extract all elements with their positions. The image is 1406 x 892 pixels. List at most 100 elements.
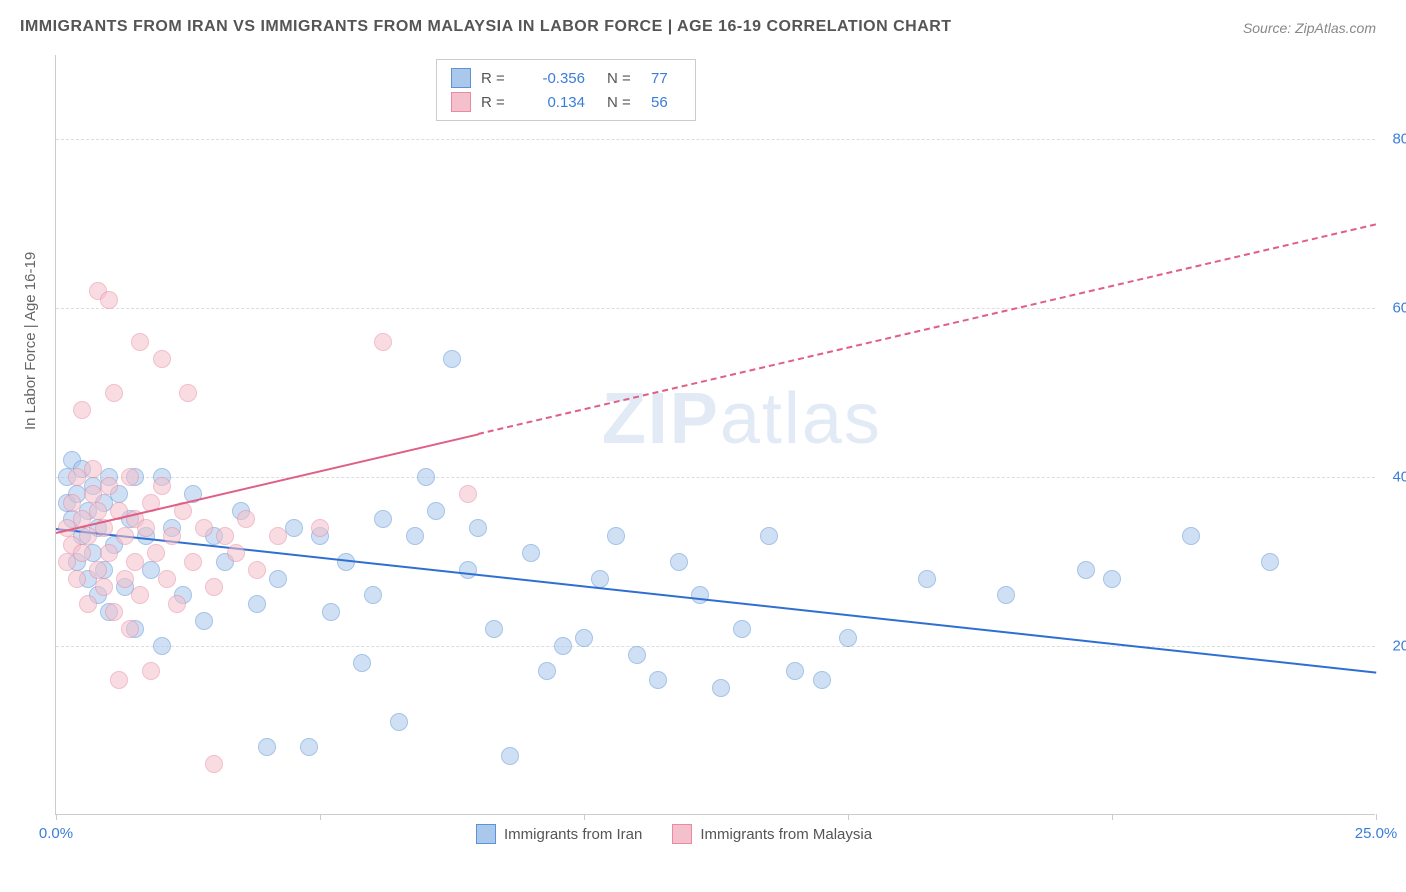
legend-item: Immigrants from Malaysia [672, 824, 872, 844]
stat-label: N = [607, 70, 641, 87]
data-point [813, 671, 831, 689]
data-point [100, 477, 118, 495]
x-tick [320, 814, 321, 820]
data-point [205, 578, 223, 596]
data-point [163, 527, 181, 545]
data-point [205, 755, 223, 773]
data-point [168, 595, 186, 613]
data-point [353, 654, 371, 672]
watermark: ZIPatlas [602, 378, 882, 460]
x-tick [1112, 814, 1113, 820]
data-point [839, 629, 857, 647]
data-point [459, 561, 477, 579]
data-point [116, 570, 134, 588]
data-point [311, 519, 329, 537]
gridline [56, 646, 1375, 647]
y-axis-label: In Labor Force | Age 16-19 [22, 252, 39, 430]
y-tick-label: 40.0% [1392, 469, 1406, 486]
data-point [153, 477, 171, 495]
source-attribution: Source: ZipAtlas.com [1243, 20, 1376, 36]
data-point [427, 502, 445, 520]
legend-row: R = -0.356 N = 77 [451, 66, 681, 90]
trend-line-extrapolated [478, 224, 1376, 436]
correlation-legend: R =-0.356N =77R =0.134N =56 [436, 59, 696, 121]
data-point [691, 586, 709, 604]
r-value: -0.356 [525, 70, 585, 87]
data-point [84, 460, 102, 478]
data-point [237, 510, 255, 528]
data-point [443, 350, 461, 368]
data-point [406, 527, 424, 545]
legend-label: Immigrants from Malaysia [700, 826, 872, 843]
data-point [131, 333, 149, 351]
data-point [179, 384, 197, 402]
y-tick-label: 60.0% [1392, 300, 1406, 317]
data-point [116, 527, 134, 545]
data-point [1182, 527, 1200, 545]
data-point [79, 595, 97, 613]
data-point [131, 586, 149, 604]
data-point [121, 620, 139, 638]
data-point [670, 553, 688, 571]
x-tick-label: 0.0% [39, 825, 73, 842]
x-tick [848, 814, 849, 820]
data-point [712, 679, 730, 697]
data-point [105, 603, 123, 621]
data-point [469, 519, 487, 537]
legend-item: Immigrants from Iran [476, 824, 642, 844]
x-tick [1376, 814, 1377, 820]
r-value: 0.134 [525, 94, 585, 111]
data-point [195, 519, 213, 537]
legend-label: Immigrants from Iran [504, 826, 642, 843]
chart-title: IMMIGRANTS FROM IRAN VS IMMIGRANTS FROM … [20, 18, 952, 36]
data-point [137, 519, 155, 537]
data-point [227, 544, 245, 562]
data-point [417, 468, 435, 486]
data-point [300, 738, 318, 756]
data-point [607, 527, 625, 545]
data-point [628, 646, 646, 664]
data-point [63, 494, 81, 512]
data-point [997, 586, 1015, 604]
x-tick-label: 25.0% [1355, 825, 1398, 842]
data-point [147, 544, 165, 562]
data-point [153, 637, 171, 655]
data-point [142, 662, 160, 680]
data-point [501, 747, 519, 765]
data-point [760, 527, 778, 545]
data-point [1261, 553, 1279, 571]
scatter-chart: ZIPatlas R =-0.356N =77R =0.134N =56 Imm… [55, 55, 1375, 815]
stat-label: R = [481, 70, 515, 87]
data-point [195, 612, 213, 630]
data-point [121, 468, 139, 486]
data-point [105, 384, 123, 402]
data-point [100, 544, 118, 562]
data-point [485, 620, 503, 638]
legend-swatch [451, 68, 471, 88]
data-point [733, 620, 751, 638]
data-point [522, 544, 540, 562]
n-value: 77 [651, 70, 681, 87]
data-point [184, 553, 202, 571]
data-point [322, 603, 340, 621]
data-point [918, 570, 936, 588]
data-point [374, 333, 392, 351]
data-point [575, 629, 593, 647]
gridline [56, 139, 1375, 140]
data-point [538, 662, 556, 680]
data-point [1077, 561, 1095, 579]
y-tick-label: 20.0% [1392, 638, 1406, 655]
stat-label: R = [481, 94, 515, 111]
y-tick-label: 80.0% [1392, 131, 1406, 148]
gridline [56, 308, 1375, 309]
data-point [89, 561, 107, 579]
data-point [110, 671, 128, 689]
data-point [216, 527, 234, 545]
legend-row: R =0.134N =56 [451, 90, 681, 114]
data-point [68, 570, 86, 588]
data-point [649, 671, 667, 689]
gridline [56, 477, 1375, 478]
legend-swatch [672, 824, 692, 844]
data-point [269, 570, 287, 588]
legend-swatch [451, 92, 471, 112]
